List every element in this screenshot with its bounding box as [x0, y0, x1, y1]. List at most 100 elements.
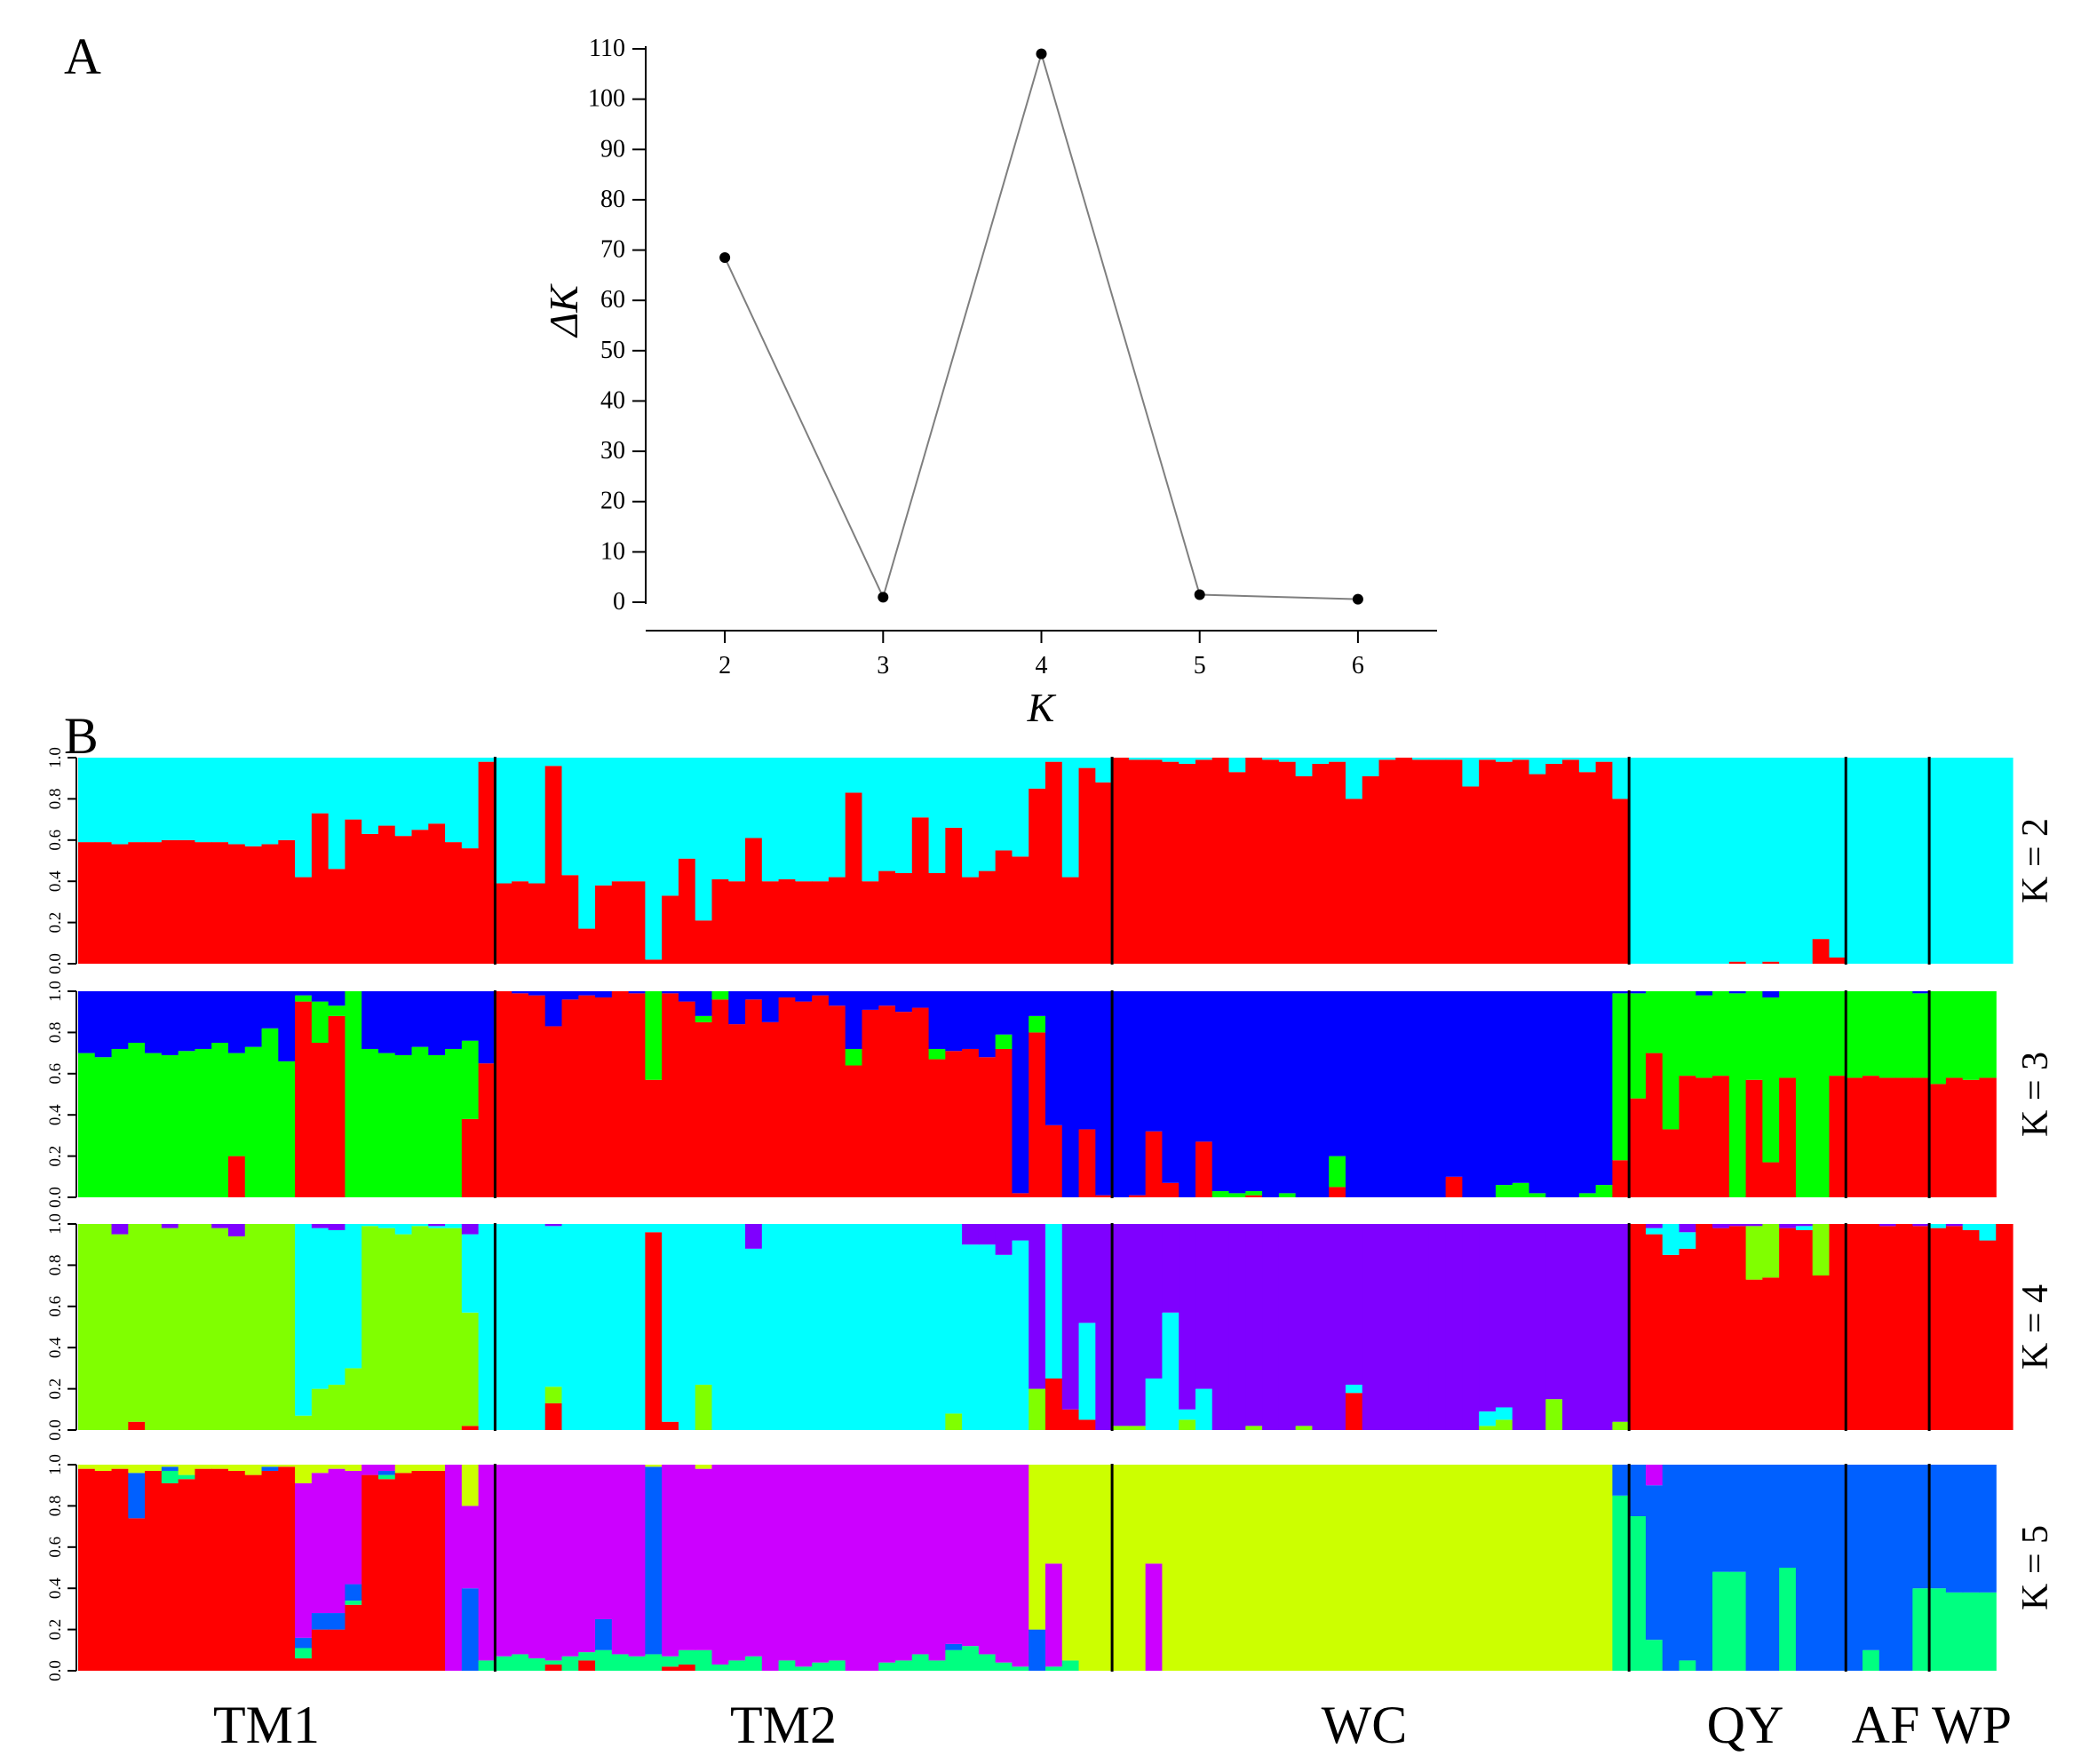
individual-bar [178, 1465, 196, 1671]
bar-segment-purple [1645, 1224, 1664, 1228]
individual-bar [1545, 991, 1563, 1197]
individual-bar [528, 991, 546, 1197]
individual-bar [1829, 1465, 1847, 1671]
individual-bar [1278, 1224, 1297, 1430]
bar-segment-cyan [595, 1224, 613, 1430]
bar-segment-cyan [1645, 758, 1664, 964]
individual-bar [1645, 1465, 1664, 1671]
bar-segment-red [911, 1007, 930, 1197]
individual-bar [1045, 1465, 1063, 1671]
bar-segment-blue [1728, 991, 1747, 994]
bar-segment-chartreuse [1228, 1465, 1246, 1671]
bar-segment-red [1662, 1129, 1680, 1197]
bar-segment-green [94, 1057, 113, 1197]
bar-segment-chartreuse [1512, 1465, 1530, 1671]
bar-segment-blue [211, 991, 229, 1043]
bar-segment-blue [1929, 1465, 1947, 1589]
bar-segment-red [1562, 759, 1580, 964]
bar-segment-magenta [478, 1465, 496, 1661]
individual-bar [261, 1465, 279, 1671]
bar-segment-springgreen [377, 1474, 396, 1480]
bar-segment-red [1095, 1195, 1113, 1197]
bar-segment-cyan [1895, 758, 1913, 964]
bar-segment-magenta [895, 1465, 913, 1661]
bar-segment-blue [645, 1466, 663, 1655]
individual-bar [662, 991, 679, 1197]
bar-segment-blue [161, 991, 179, 1055]
bar-segment-blue [1679, 1465, 1696, 1661]
bar-segment-red [1979, 1077, 1997, 1197]
bar-segment-cyan [662, 758, 679, 896]
individual-bar [1662, 1224, 1680, 1430]
individual-bar [1962, 1224, 1981, 1430]
bar-segment-cyan [778, 758, 796, 879]
bar-segment-blue [1612, 1465, 1630, 1496]
individual-bar [1529, 1224, 1546, 1430]
individual-bar [361, 758, 379, 964]
individual-bar [278, 1224, 296, 1430]
individual-bar [1878, 1465, 1897, 1671]
individual-bar [1912, 1465, 1930, 1671]
bar-segment-red [645, 959, 663, 964]
bar-segment-cyan [928, 758, 946, 873]
bar-segment-green [1929, 991, 1947, 1085]
bar-segment-cyan [711, 758, 729, 879]
delta-k-point-k5 [1194, 589, 1205, 600]
individual-bar [1179, 758, 1196, 964]
bar-segment-red [728, 881, 746, 964]
bar-segment-magenta [461, 1506, 480, 1589]
bar-segment-blue [94, 991, 113, 1058]
individual-bar [895, 758, 913, 964]
bar-segment-purple [311, 1224, 330, 1228]
bar-segment-magenta [795, 1465, 813, 1667]
individual-bar [295, 1465, 313, 1671]
bar-segment-red [645, 1079, 663, 1197]
bar-segment-red [428, 823, 446, 964]
bar-segment-purple [1362, 1224, 1380, 1430]
bar-segment-blue [461, 1588, 480, 1671]
delta-k-point-k4 [1036, 48, 1047, 60]
bar-segment-magenta [578, 1465, 596, 1653]
bar-segment-blue [878, 991, 896, 1006]
bar-segment-red [1329, 761, 1346, 964]
bar-segment-red [1195, 759, 1213, 964]
individual-bar [1145, 1465, 1164, 1671]
bar-segment-chartreuse [1029, 1465, 1046, 1630]
individual-bar [478, 1224, 496, 1430]
bar-segment-cyan [311, 1228, 330, 1389]
bar-segment-red [1696, 1077, 1713, 1197]
individual-bar [528, 1465, 546, 1671]
individual-bar [1245, 758, 1263, 964]
individual-bar [1545, 1465, 1563, 1671]
bar-segment-blue [1512, 991, 1530, 1183]
bar-segment-red [78, 842, 96, 964]
bar-segment-blue [1412, 991, 1430, 1197]
bar-segment-purple [1779, 1224, 1797, 1228]
individual-bar [1895, 1465, 1913, 1671]
individual-bar [495, 1224, 512, 1430]
bar-segment-red [227, 844, 246, 964]
bar-segment-cyan [945, 1224, 963, 1414]
bar-segment-cyan [561, 1224, 579, 1430]
bar-segment-chartreuse [195, 1465, 212, 1469]
individual-bar [945, 991, 963, 1197]
bar-segment-yellowgreen [178, 1224, 196, 1430]
bar-segment-red [1812, 1275, 1831, 1430]
bar-segment-red [878, 1005, 896, 1197]
individual-bar [911, 991, 930, 1197]
bar-segment-yellowgreen [195, 1224, 212, 1430]
bar-segment-cyan [377, 1224, 396, 1228]
individual-bar [1929, 991, 1947, 1197]
bar-segment-red [544, 1665, 563, 1671]
bar-segment-purple [745, 1224, 763, 1249]
bar-segment-red [1712, 1228, 1730, 1430]
bar-segment-blue [1779, 1465, 1797, 1568]
individual-bar [1979, 758, 1997, 964]
bar-segment-green [445, 1048, 463, 1197]
bar-segment-cyan [1728, 758, 1747, 962]
individual-bar [195, 991, 212, 1197]
bar-segment-red [1012, 1193, 1029, 1197]
bar-segment-blue [1829, 1465, 1847, 1671]
bar-segment-springgreen [1061, 1660, 1080, 1671]
bar-segment-green [1595, 1185, 1613, 1197]
